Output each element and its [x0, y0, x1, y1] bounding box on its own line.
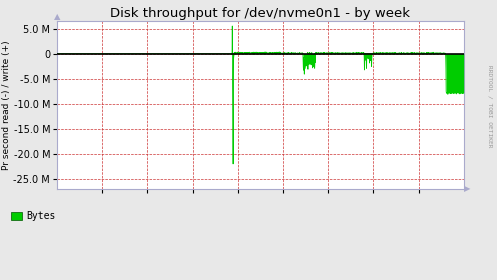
Text: Last update: Fri Nov 29 00:30:32 2024: Last update: Fri Nov 29 00:30:32 2024: [184, 213, 383, 222]
Text: RRDTOOL / TOBI OETIKER: RRDTOOL / TOBI OETIKER: [487, 65, 492, 148]
Text: 92.12 /159.98k: 92.12 /159.98k: [159, 204, 234, 213]
Text: Munin 2.0.37-1ubuntu0.1: Munin 2.0.37-1ubuntu0.1: [191, 266, 306, 275]
Text: Cur (-/+): Cur (-/+): [63, 196, 111, 205]
Text: Min (-/+): Min (-/+): [172, 196, 221, 205]
Title: Disk throughput for /dev/nvme0n1 - by week: Disk throughput for /dev/nvme0n1 - by we…: [110, 7, 411, 20]
Text: Bytes: Bytes: [26, 211, 55, 221]
Text: 474.98k/461.81k: 474.98k/461.81k: [270, 204, 351, 213]
Text: ▲: ▲: [54, 12, 61, 21]
Text: 29.86k/477.22k: 29.86k/477.22k: [49, 204, 125, 213]
Text: Avg (-/+): Avg (-/+): [286, 196, 335, 205]
Text: Max (-/+): Max (-/+): [401, 196, 449, 205]
Y-axis label: Pr second read (-) / write (+): Pr second read (-) / write (+): [1, 40, 10, 170]
Text: ▶: ▶: [464, 185, 470, 193]
Text: 76.79M/ 32.17M: 76.79M/ 32.17M: [387, 204, 463, 213]
